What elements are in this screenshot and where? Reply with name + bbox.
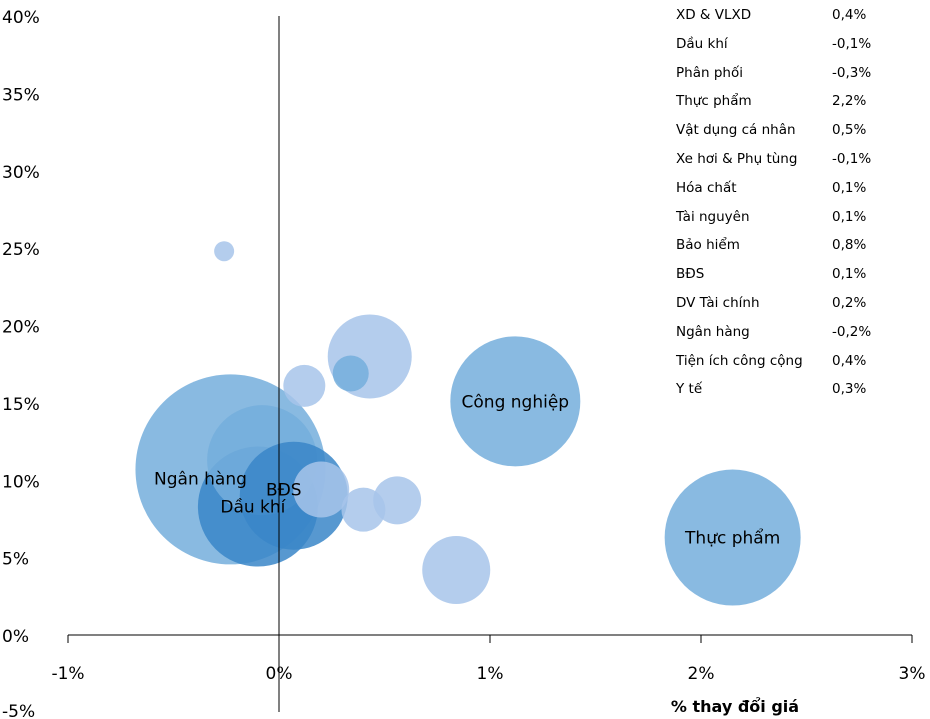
y-tick-labels: 40% 35% 30% 25% 20% 15% 10% 5% 0% -5% — [2, 8, 40, 719]
sector-change-value: -0,1% — [832, 150, 872, 167]
y-tick-label: 5% — [2, 550, 29, 570]
sector-change-table: XD & VLXD 0,4% Dầu khí -0,1% Phân phối -0,3% T… — [676, 7, 892, 410]
sector-change-value: -0,1% — [832, 35, 872, 52]
sector-name: Tiện ích công cộng — [676, 352, 803, 369]
bubble — [332, 355, 369, 392]
sector-name: Dầu khí — [676, 35, 728, 52]
sector-change-value: 0,8% — [832, 237, 867, 254]
bubble — [664, 469, 801, 606]
table-row: Tiện ích công cộng 0,4% — [676, 353, 892, 382]
y-tick-label: 35% — [2, 85, 40, 105]
bubble — [422, 536, 491, 605]
bubble-label: Công nghiệp — [462, 392, 570, 412]
sector-change-value: 0,1% — [832, 208, 867, 225]
sector-name: BĐS — [676, 266, 705, 283]
bubble-label: Dầu khí — [220, 497, 286, 518]
sector-change-value: 0,5% — [832, 122, 867, 139]
table-row: Xe hơi & Phụ tùng -0,1% — [676, 151, 892, 180]
table-row: XD & VLXD 0,4% — [676, 7, 892, 36]
sector-change-value: 0,4% — [832, 7, 867, 23]
y-tick-label: 15% — [2, 395, 40, 415]
bubble-label: BĐS — [266, 481, 302, 501]
x-tick-label: 0% — [266, 664, 293, 684]
sector-change-value: 0,4% — [832, 352, 867, 369]
table-row: Phân phối -0,3% — [676, 65, 892, 94]
table-row: Thực phẩm 2,2% — [676, 93, 892, 122]
table-row: Vật dụng cá nhân 0,5% — [676, 122, 892, 151]
sector-change-value: 0,1% — [832, 266, 867, 283]
sector-change-value: -0,3% — [832, 64, 872, 81]
sector-name: Thực phẩm — [676, 93, 752, 110]
bubble — [214, 241, 235, 262]
sector-change-value: 0,3% — [832, 381, 867, 398]
sector-change-value: 2,2% — [832, 93, 867, 110]
x-tick-label: 1% — [477, 664, 504, 684]
y-tick-label: -5% — [2, 702, 35, 719]
y-tick-label: 25% — [2, 240, 40, 260]
sector-name: Y tế — [676, 381, 703, 398]
bubble-label: Thực phẩm — [684, 528, 780, 549]
sector-name: Phân phối — [676, 64, 743, 81]
bubble — [450, 336, 581, 467]
bubble — [283, 364, 326, 407]
y-tick-label: 0% — [2, 627, 29, 647]
x-tick-label: 3% — [899, 664, 926, 684]
sector-name: Ngân hàng — [676, 323, 750, 340]
y-tick-label: 30% — [2, 163, 40, 183]
table-row: Hóa chất 0,1% — [676, 180, 892, 209]
table-row: Ngân hàng -0,2% — [676, 324, 892, 353]
x-axis-label: % thay đổi giá — [671, 697, 799, 716]
sector-name: DV Tài chính — [676, 294, 760, 311]
bubble-layer — [135, 241, 801, 606]
sector-name: Tài nguyên — [676, 208, 750, 225]
table-row: BĐS 0,1% — [676, 266, 892, 295]
sector-name: Xe hơi & Phụ tùng — [676, 150, 798, 167]
sector-name: XD & VLXD — [676, 7, 752, 23]
sector-change-value: -0,2% — [832, 323, 872, 340]
x-tick-labels: -1% 0% 1% 2% 3% — [51, 635, 925, 684]
table-row: Tài nguyên 0,1% — [676, 209, 892, 238]
table-row: DV Tài chính 0,2% — [676, 295, 892, 324]
table-row: Dầu khí -0,1% — [676, 36, 892, 65]
bubble-label: Ngân hàng — [154, 469, 247, 489]
y-tick-label: 40% — [2, 8, 40, 28]
y-tick-label: 10% — [2, 472, 40, 492]
x-tick-label: -1% — [51, 664, 84, 684]
bubble — [341, 487, 386, 532]
bubble — [293, 461, 350, 518]
y-tick-label: 20% — [2, 318, 40, 338]
x-tick-label: 2% — [688, 664, 715, 684]
sector-name: Vật dụng cá nhân — [676, 122, 796, 139]
sector-name: Hóa chất — [676, 179, 737, 196]
table-row: Y tế 0,3% — [676, 381, 892, 410]
sector-change-value: 0,2% — [832, 294, 867, 311]
sector-name: Bảo hiểm — [676, 237, 740, 254]
table-row: Bảo hiểm 0,8% — [676, 237, 892, 266]
sector-change-value: 0,1% — [832, 179, 867, 196]
